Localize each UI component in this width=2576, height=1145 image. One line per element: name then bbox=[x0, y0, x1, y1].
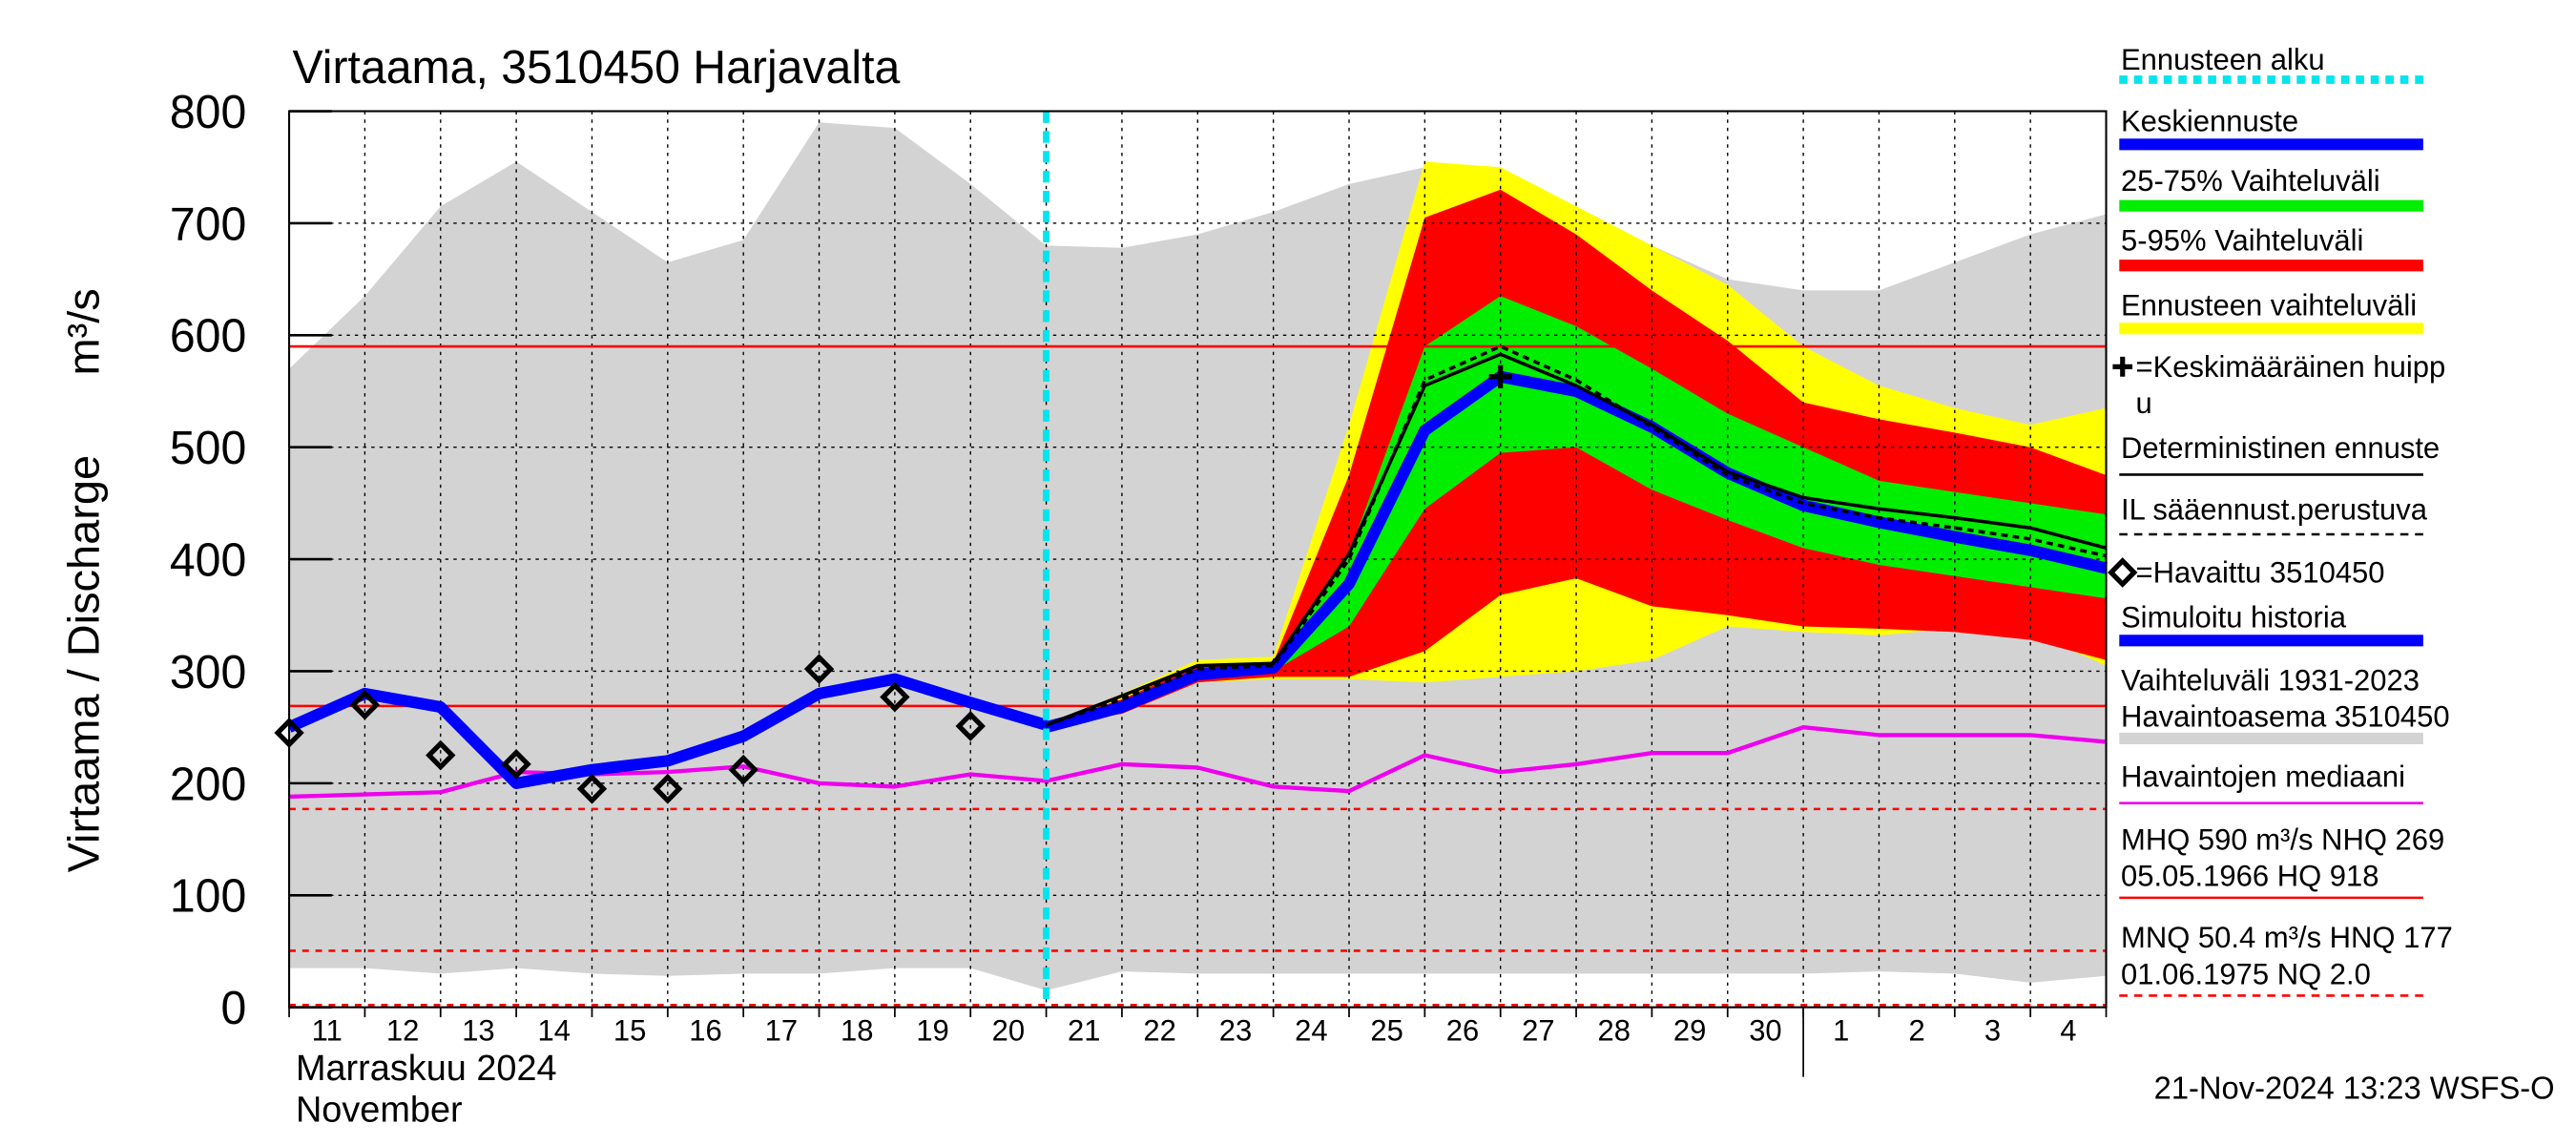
x-tick-label: 13 bbox=[462, 1013, 494, 1047]
x-tick-label: 15 bbox=[613, 1013, 646, 1047]
timestamp: 21-Nov-2024 13:23 WSFS-O bbox=[2154, 1070, 2555, 1105]
legend-label: Ennusteen alku bbox=[2121, 43, 2325, 76]
legend-label: Ennusteen vaihteluväli bbox=[2121, 288, 2417, 322]
legend-symbol bbox=[2108, 557, 2138, 588]
legend-label: MHQ 590 m³/s NHQ 269 bbox=[2121, 822, 2444, 856]
observed-point bbox=[728, 754, 758, 785]
x-tick-label: 3 bbox=[1984, 1013, 2001, 1047]
x-tick-label: 23 bbox=[1219, 1013, 1252, 1047]
y-tick-label: 200 bbox=[170, 759, 246, 810]
legend-label: Vaihteluväli 1931-2023 bbox=[2121, 663, 2420, 697]
x-tick-label: 26 bbox=[1446, 1013, 1479, 1047]
series-line bbox=[1045, 352, 2107, 727]
y-tick-label: 700 bbox=[170, 198, 246, 250]
legend-label: IL sääennust.perustuva bbox=[2121, 492, 2428, 526]
series-line bbox=[1046, 344, 2107, 727]
observed-point bbox=[803, 654, 835, 684]
x-tick-label: 1 bbox=[1833, 1013, 1849, 1047]
legend-label: Havaintoasema 3510450 bbox=[2121, 700, 2450, 734]
x-tick-label: 12 bbox=[386, 1013, 419, 1047]
observed-point bbox=[426, 739, 456, 771]
series-line bbox=[286, 673, 1049, 789]
x-tick-label: 16 bbox=[689, 1013, 721, 1047]
x-tick-label: 2 bbox=[1909, 1013, 1925, 1047]
legend-label: Deterministinen ennuste bbox=[2121, 431, 2440, 465]
observed-point bbox=[501, 749, 531, 780]
legend-label: 5-95% Vaihteluväli bbox=[2121, 223, 2363, 257]
x-tick-label: 24 bbox=[1295, 1013, 1327, 1047]
y-tick-label: 800 bbox=[170, 87, 246, 138]
observed-point bbox=[576, 773, 608, 804]
observed-point bbox=[349, 689, 381, 720]
x-tick-label: 11 bbox=[312, 1013, 343, 1047]
observed-point bbox=[653, 773, 683, 804]
x-tick-label: 22 bbox=[1143, 1013, 1175, 1047]
month-label: Marraskuu 2024 bbox=[296, 1049, 557, 1089]
x-tick-label: 18 bbox=[841, 1013, 873, 1047]
y-tick-label: 100 bbox=[170, 870, 246, 922]
observed-point bbox=[880, 681, 910, 713]
observed-point bbox=[955, 711, 986, 741]
x-tick-label: 30 bbox=[1749, 1013, 1781, 1047]
legend-symbol bbox=[2112, 356, 2133, 377]
x-tick-label: 4 bbox=[2060, 1013, 2076, 1047]
y-tick-label: 400 bbox=[170, 534, 246, 586]
legend-label: 01.06.1975 NQ 2.0 bbox=[2121, 957, 2371, 990]
y-tick-label: 0 bbox=[220, 983, 246, 1034]
y-axis-unit: m³/s bbox=[59, 288, 109, 375]
range-band bbox=[1046, 189, 2107, 725]
legend-label: Havaintojen mediaani bbox=[2121, 760, 2405, 793]
x-tick-label: 28 bbox=[1597, 1013, 1630, 1047]
x-tick-label: 27 bbox=[1522, 1013, 1554, 1047]
x-tick-label: 20 bbox=[992, 1013, 1025, 1047]
x-tick-label: 19 bbox=[916, 1013, 948, 1047]
month-label-en: November bbox=[296, 1090, 463, 1130]
series-line bbox=[1045, 370, 2108, 734]
y-tick-label: 300 bbox=[170, 647, 246, 698]
plot-frame bbox=[288, 110, 2108, 1009]
legend-label: u bbox=[2136, 386, 2152, 420]
legend-label: 25-75% Vaihteluväli bbox=[2121, 164, 2380, 198]
legend-label: 05.05.1966 HQ 918 bbox=[2121, 860, 2379, 893]
legend-label: Simuloitu historia bbox=[2121, 600, 2347, 634]
legend-label: =Havaittu 3510450 bbox=[2136, 555, 2385, 589]
chart-title: Virtaama, 3510450 Harjavalta bbox=[293, 42, 901, 94]
x-tick-label: 29 bbox=[1673, 1013, 1706, 1047]
x-tick-label: 21 bbox=[1068, 1013, 1100, 1047]
x-tick-label: 14 bbox=[538, 1013, 571, 1047]
x-tick-label: 17 bbox=[765, 1013, 798, 1047]
x-tick-label: 25 bbox=[1370, 1013, 1402, 1047]
legend-label: Keskiennuste bbox=[2121, 104, 2298, 137]
legend-label: =Keskimääräinen huipp bbox=[2136, 350, 2446, 384]
y-tick-label: 500 bbox=[170, 423, 246, 474]
y-axis-label: Virtaama / Discharge bbox=[59, 455, 109, 873]
y-tick-label: 600 bbox=[170, 310, 246, 362]
legend-label: MNQ 50.4 m³/s HNQ 177 bbox=[2121, 921, 2453, 954]
mean-peak bbox=[1488, 364, 1512, 388]
